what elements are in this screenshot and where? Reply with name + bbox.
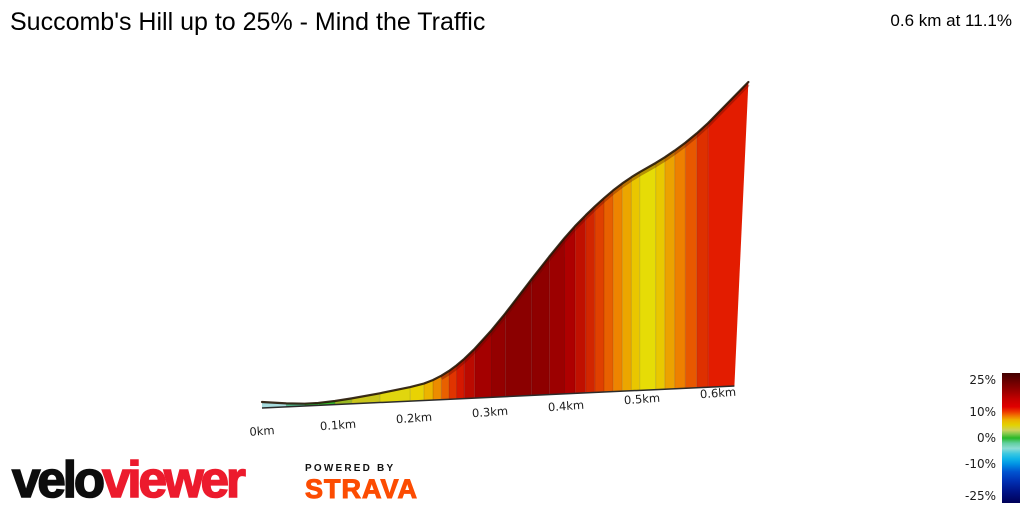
x-axis-tick-label: 0km bbox=[248, 423, 276, 440]
gradient-segment bbox=[423, 379, 433, 401]
gradient-segment bbox=[685, 133, 697, 389]
veloviewer-logo-viewer: viewer bbox=[101, 451, 246, 509]
gradient-segment bbox=[708, 82, 749, 388]
strava-attribution[interactable]: POWERED BY STRAVA bbox=[305, 463, 418, 505]
gradient-segment bbox=[585, 206, 595, 393]
summary-stat: 0.6 km at 11.1% bbox=[890, 11, 1012, 30]
x-axis-tick-label: 0.3km bbox=[471, 403, 509, 421]
gradient-segment bbox=[564, 226, 576, 394]
strava-logo: STRAVA bbox=[305, 474, 418, 505]
gradient-segment bbox=[505, 278, 532, 397]
gradient-segment bbox=[622, 177, 632, 392]
baseline bbox=[261, 385, 735, 409]
gradient-segment bbox=[491, 313, 506, 398]
ridge-line bbox=[260, 80, 750, 405]
gradient-segment bbox=[433, 375, 442, 401]
gradient-segment bbox=[379, 387, 411, 403]
gradient-segment bbox=[639, 162, 656, 391]
ridge-shadow bbox=[440, 83, 750, 380]
legend-gradient-bar bbox=[1002, 373, 1020, 503]
gradient-segment bbox=[474, 330, 492, 399]
legend-tick-label: 10% bbox=[969, 404, 996, 419]
x-axis-tick-label: 0.6km bbox=[699, 384, 737, 402]
gradient-segment bbox=[456, 358, 465, 399]
legend-tick-label: 25% bbox=[969, 372, 996, 387]
gradient-segment bbox=[410, 383, 424, 402]
legend-tick-label: -25% bbox=[964, 488, 996, 503]
gradient-segment bbox=[613, 183, 623, 392]
gradient-segment bbox=[594, 198, 604, 393]
legend-tick-label: 0% bbox=[976, 430, 996, 445]
x-axis-tick-label: 0.4km bbox=[547, 397, 585, 414]
x-axis-tick-label: 0.1km bbox=[319, 416, 357, 434]
gradient-segment bbox=[696, 123, 709, 388]
veloviewer-logo[interactable]: veloviewer bbox=[11, 451, 246, 509]
veloviewer-logo-velo: velo bbox=[11, 451, 106, 509]
gradient-segment bbox=[464, 348, 475, 399]
gradient-segment bbox=[631, 172, 640, 391]
chart-title: Succomb's Hill up to 25% - Mind the Traf… bbox=[10, 8, 486, 36]
gradient-segment bbox=[549, 238, 565, 395]
gradient-segment bbox=[531, 256, 550, 396]
legend-tick-label: -10% bbox=[964, 456, 996, 471]
gradient-segment bbox=[441, 370, 449, 400]
gradient-segment bbox=[448, 365, 457, 400]
gradient-segment bbox=[674, 142, 686, 389]
x-axis-tick-label: 0.5km bbox=[623, 390, 661, 408]
gradient-segment bbox=[655, 157, 665, 390]
gradient-segment bbox=[604, 190, 614, 393]
gradient-segment bbox=[664, 150, 675, 390]
powered-by-label: POWERED BY bbox=[305, 463, 396, 474]
gradient-segment bbox=[351, 393, 380, 404]
gradient-legend: 25% 10% 0% -10% -25% bbox=[950, 365, 1024, 512]
gradient-segment bbox=[575, 215, 586, 394]
